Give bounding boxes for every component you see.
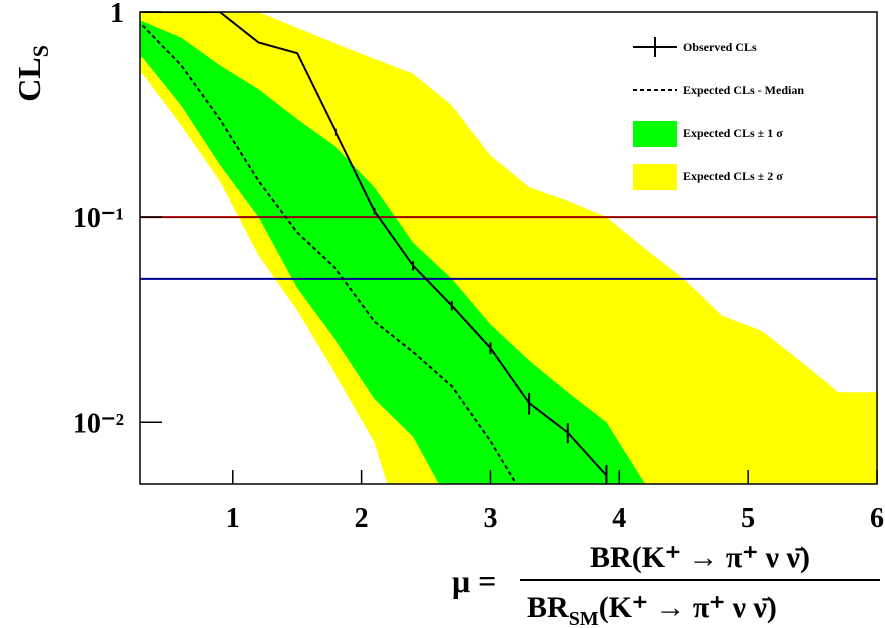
x-tick-label: 3 (483, 503, 497, 534)
plot-area (140, 12, 877, 484)
x-label-prefix: μ = (452, 563, 496, 599)
band (140, 12, 877, 484)
y-label: CL (11, 57, 47, 101)
y-axis-title: CLS (11, 45, 53, 102)
x-tick-label: 4 (612, 503, 626, 534)
x-tick-label: 2 (355, 503, 369, 534)
legend-swatch (633, 121, 677, 147)
x-label-denominator: BRSM(K⁺ → π⁺ ν ν̄) (527, 591, 777, 628)
median-line (141, 24, 518, 484)
y-tick-label: 10⁻¹ (73, 203, 124, 234)
legend-label: Expected CLs - Median (683, 83, 804, 97)
y-tick-label: 1 (110, 0, 124, 29)
x-tick-label: 5 (741, 503, 755, 534)
legend-swatch (633, 164, 677, 190)
legend-label: Observed CLs (683, 40, 757, 54)
legend-label: Expected CLs ± 1 σ (683, 126, 783, 140)
legend-label: Expected CLs ± 2 σ (683, 169, 783, 183)
denominator: BR (527, 591, 569, 624)
band (140, 21, 646, 484)
denominator-rest: (K⁺ → π⁺ ν ν̄) (599, 591, 777, 624)
y-tick-label: 10⁻² (73, 408, 124, 439)
y-label-sub: S (28, 45, 53, 57)
denominator-sub: SM (569, 608, 599, 628)
x-tick-label: 1 (226, 503, 240, 534)
plot-frame (139, 11, 878, 485)
x-tick-label: 6 (870, 503, 884, 534)
x-label-numerator: BR(K⁺ → π⁺ ν ν̄) (590, 541, 810, 574)
